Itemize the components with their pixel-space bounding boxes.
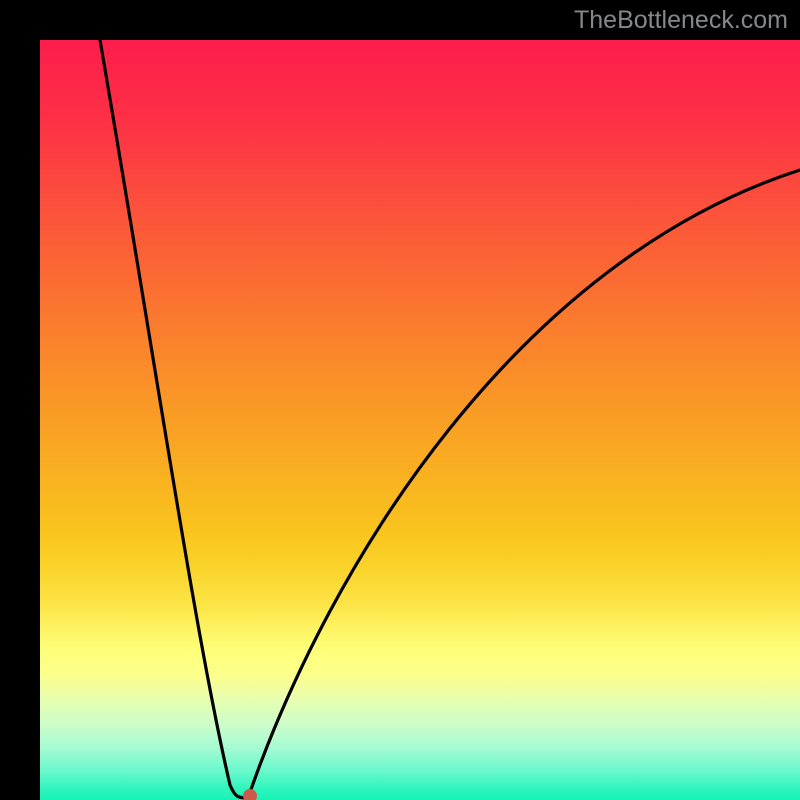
plot-area — [40, 40, 800, 800]
gradient-chart — [40, 40, 800, 800]
gradient-background — [40, 40, 800, 800]
watermark-text: TheBottleneck.com — [574, 6, 788, 35]
chart-frame: TheBottleneck.com — [0, 0, 800, 800]
